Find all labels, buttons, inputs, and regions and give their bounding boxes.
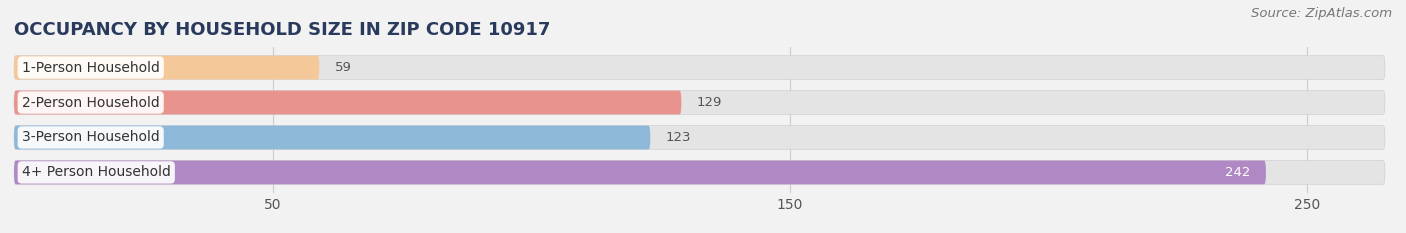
FancyBboxPatch shape (14, 161, 1385, 184)
Text: 129: 129 (697, 96, 723, 109)
Text: 242: 242 (1225, 166, 1250, 179)
Text: 123: 123 (666, 131, 692, 144)
Text: 1-Person Household: 1-Person Household (22, 61, 160, 75)
FancyBboxPatch shape (14, 91, 1385, 114)
FancyBboxPatch shape (14, 56, 319, 79)
FancyBboxPatch shape (14, 161, 1265, 184)
Text: 2-Person Household: 2-Person Household (22, 96, 159, 110)
Text: OCCUPANCY BY HOUSEHOLD SIZE IN ZIP CODE 10917: OCCUPANCY BY HOUSEHOLD SIZE IN ZIP CODE … (14, 21, 550, 39)
FancyBboxPatch shape (14, 126, 651, 149)
FancyBboxPatch shape (14, 126, 1385, 149)
Text: 4+ Person Household: 4+ Person Household (22, 165, 170, 179)
Text: 3-Person Household: 3-Person Household (22, 130, 159, 144)
FancyBboxPatch shape (14, 91, 682, 114)
Text: Source: ZipAtlas.com: Source: ZipAtlas.com (1251, 7, 1392, 20)
Text: 59: 59 (335, 61, 352, 74)
FancyBboxPatch shape (14, 56, 1385, 79)
